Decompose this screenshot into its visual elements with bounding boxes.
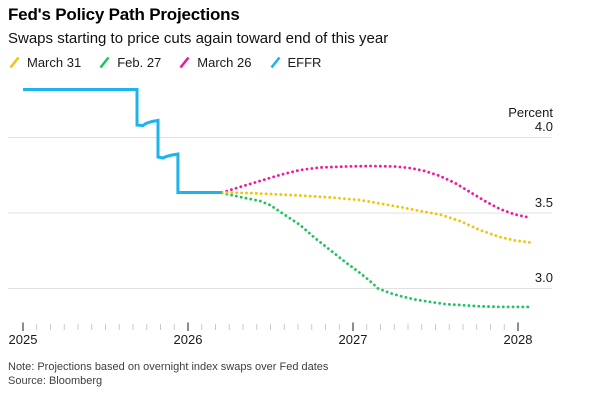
- x-tick-label-2026: 2026: [173, 332, 203, 347]
- y-tick-label-4-0: 4.0: [534, 119, 553, 134]
- legend-label: March 26: [197, 55, 252, 70]
- y-tick-label-3-5: 3.5: [534, 195, 553, 210]
- chart-title: Fed's Policy Path Projections: [8, 5, 240, 24]
- legend: March 31 Feb. 27 March 26 EFFR: [8, 55, 321, 70]
- legend-item-feb-27: Feb. 27: [98, 55, 161, 70]
- legend-label: Feb. 27: [117, 55, 162, 70]
- y-tick-label-3-0: 3.0: [534, 270, 553, 285]
- slash-icon: [179, 56, 190, 69]
- chart-footer: Note: Projections based on overnight ind…: [8, 360, 328, 388]
- x-tick-label-2027: 2027: [338, 332, 368, 347]
- series-line-feb-27: [220, 191, 531, 309]
- x-tick-label-2025: 2025: [8, 332, 38, 347]
- slash-icon: [99, 56, 110, 69]
- legend-item-march-26: March 26: [178, 55, 252, 70]
- chart-subtitle: Swaps starting to price cuts again towar…: [8, 30, 389, 47]
- slash-icon: [269, 56, 281, 69]
- series-line-march-31: [220, 191, 532, 244]
- series-line-effr: [23, 88, 222, 194]
- series-line-march-26: [220, 164, 531, 219]
- x-tick-label-2028: 2028: [503, 332, 533, 347]
- y-axis-unit-label: Percent: [508, 105, 553, 120]
- legend-label: March 31: [27, 55, 82, 70]
- legend-item-march-31: March 31: [8, 55, 81, 70]
- legend-item-effr: EFFR: [269, 55, 322, 70]
- slash-icon: [9, 56, 20, 69]
- legend-label: EFFR: [287, 55, 322, 70]
- footer-source: Source: Bloomberg: [8, 375, 103, 387]
- footer-note: Note: Projections based on overnight ind…: [8, 361, 329, 373]
